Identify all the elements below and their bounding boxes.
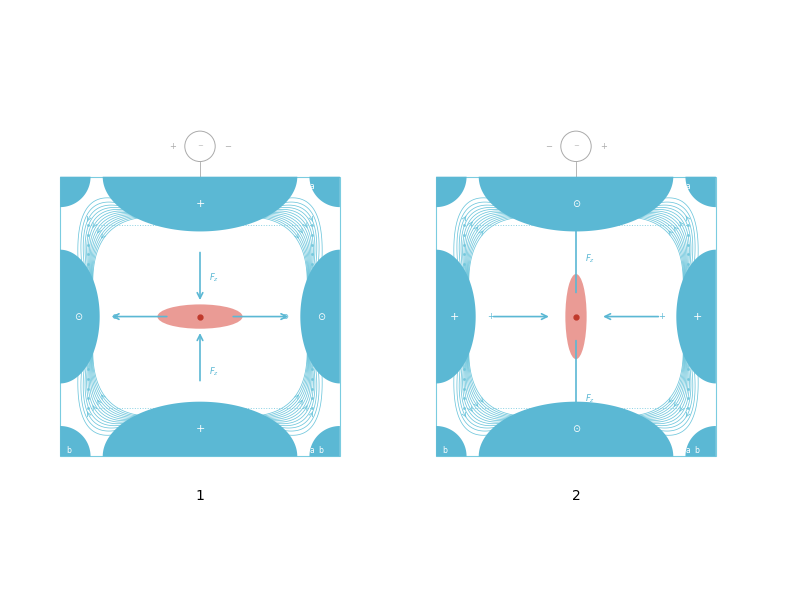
Polygon shape	[436, 401, 716, 457]
Text: 1: 1	[195, 489, 205, 503]
Text: $F_z$: $F_z$	[585, 253, 595, 265]
Text: b: b	[66, 446, 71, 455]
Text: $E$: $E$	[85, 298, 92, 310]
Text: a: a	[686, 446, 690, 455]
Text: +: +	[487, 312, 494, 321]
Polygon shape	[60, 401, 340, 457]
Text: ⊙: ⊙	[74, 311, 82, 322]
Text: b: b	[694, 446, 699, 455]
Text: b: b	[318, 446, 323, 455]
Text: ⊙: ⊙	[572, 199, 580, 209]
Polygon shape	[436, 426, 466, 457]
Text: a: a	[310, 446, 314, 455]
Text: −: −	[224, 142, 231, 151]
Text: ⊙: ⊙	[111, 312, 118, 321]
Polygon shape	[436, 177, 716, 457]
Text: b: b	[442, 446, 447, 455]
Polygon shape	[60, 177, 340, 457]
Polygon shape	[436, 177, 716, 232]
Ellipse shape	[158, 304, 242, 329]
Text: ⊙: ⊙	[282, 312, 289, 321]
Text: +: +	[195, 199, 205, 209]
Polygon shape	[436, 177, 466, 207]
Text: 2: 2	[572, 489, 580, 503]
Text: −: −	[545, 142, 552, 151]
Polygon shape	[436, 250, 476, 383]
Polygon shape	[686, 177, 716, 207]
Polygon shape	[300, 250, 340, 383]
Text: a: a	[686, 182, 690, 191]
Text: +: +	[195, 424, 205, 434]
Polygon shape	[310, 177, 340, 207]
Text: +: +	[450, 311, 459, 322]
Polygon shape	[60, 426, 90, 457]
Text: +: +	[658, 312, 665, 321]
Text: +: +	[170, 142, 176, 151]
Text: $F_z$: $F_z$	[209, 271, 219, 284]
Text: ⊙: ⊙	[318, 311, 326, 322]
Text: ~: ~	[197, 143, 203, 149]
Text: +: +	[693, 311, 702, 322]
Polygon shape	[60, 250, 100, 383]
Text: ~: ~	[573, 143, 579, 149]
Text: a: a	[310, 182, 314, 191]
Polygon shape	[686, 426, 716, 457]
Text: $F_z$: $F_z$	[585, 392, 595, 405]
Polygon shape	[60, 177, 340, 232]
Polygon shape	[310, 426, 340, 457]
Ellipse shape	[566, 274, 586, 359]
Text: $F_z$: $F_z$	[209, 365, 219, 378]
Polygon shape	[60, 177, 90, 207]
Text: ⊙: ⊙	[572, 424, 580, 434]
Polygon shape	[676, 250, 716, 383]
Text: +: +	[600, 142, 606, 151]
